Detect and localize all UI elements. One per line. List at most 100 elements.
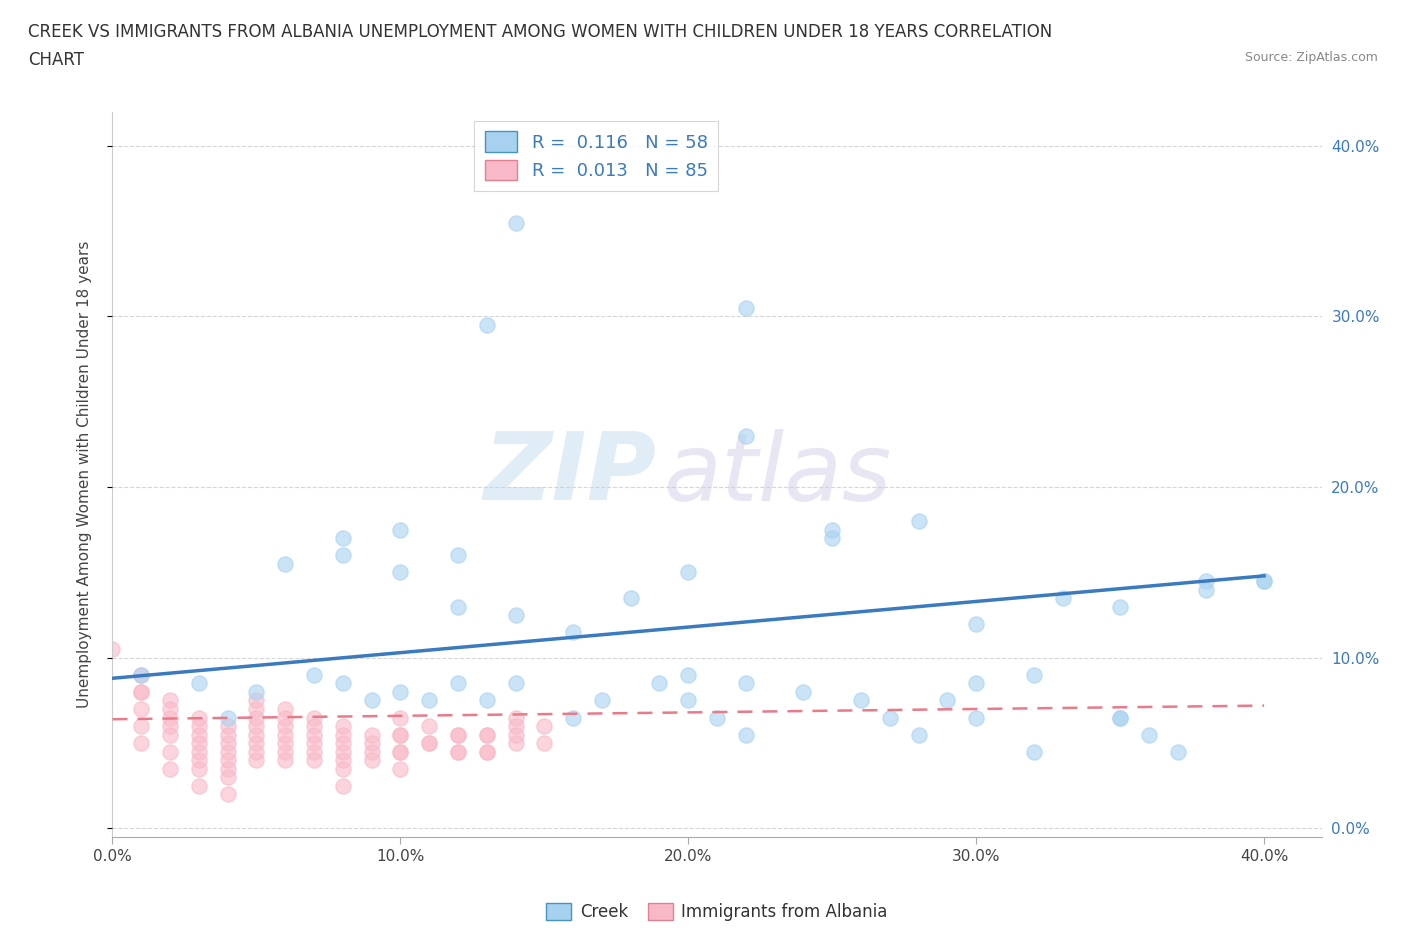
Point xyxy=(159,762,181,777)
Point xyxy=(217,762,239,777)
Point xyxy=(936,693,959,708)
Point xyxy=(447,727,470,742)
Point xyxy=(389,744,412,759)
Point xyxy=(360,736,382,751)
Point xyxy=(332,676,354,691)
Point xyxy=(332,531,354,546)
Point xyxy=(447,599,470,614)
Point xyxy=(505,719,527,734)
Point xyxy=(332,719,354,734)
Point xyxy=(505,607,527,622)
Point xyxy=(447,727,470,742)
Point xyxy=(389,565,412,580)
Point xyxy=(505,711,527,725)
Point xyxy=(129,684,152,699)
Point xyxy=(447,676,470,691)
Point xyxy=(302,752,325,767)
Point xyxy=(505,676,527,691)
Point xyxy=(245,727,267,742)
Point xyxy=(245,719,267,734)
Point xyxy=(332,762,354,777)
Point xyxy=(907,513,929,528)
Point xyxy=(101,642,124,657)
Text: Source: ZipAtlas.com: Source: ZipAtlas.com xyxy=(1244,51,1378,64)
Point xyxy=(1195,582,1218,597)
Point xyxy=(159,719,181,734)
Point xyxy=(187,762,209,777)
Point xyxy=(389,744,412,759)
Point xyxy=(1022,668,1045,683)
Point xyxy=(475,744,498,759)
Point xyxy=(217,787,239,802)
Point xyxy=(418,736,440,751)
Point xyxy=(734,676,756,691)
Point xyxy=(245,752,267,767)
Point xyxy=(302,719,325,734)
Point xyxy=(447,744,470,759)
Point xyxy=(447,744,470,759)
Legend: Creek, Immigrants from Albania: Creek, Immigrants from Albania xyxy=(540,897,894,927)
Point xyxy=(475,693,498,708)
Point xyxy=(217,752,239,767)
Point xyxy=(418,693,440,708)
Point xyxy=(187,778,209,793)
Point xyxy=(475,744,498,759)
Point xyxy=(389,762,412,777)
Point xyxy=(360,693,382,708)
Point xyxy=(302,744,325,759)
Point xyxy=(475,727,498,742)
Point xyxy=(1195,574,1218,589)
Point xyxy=(274,727,297,742)
Point xyxy=(879,711,901,725)
Point xyxy=(849,693,872,708)
Point xyxy=(187,676,209,691)
Point xyxy=(533,736,555,751)
Point xyxy=(678,668,700,683)
Point xyxy=(389,684,412,699)
Point xyxy=(187,752,209,767)
Point xyxy=(159,701,181,716)
Point xyxy=(129,668,152,683)
Point xyxy=(907,727,929,742)
Text: atlas: atlas xyxy=(662,429,891,520)
Point xyxy=(129,701,152,716)
Point xyxy=(187,744,209,759)
Point xyxy=(648,676,671,691)
Point xyxy=(159,727,181,742)
Point xyxy=(217,719,239,734)
Point xyxy=(245,744,267,759)
Point xyxy=(187,736,209,751)
Point xyxy=(217,744,239,759)
Point xyxy=(245,711,267,725)
Point xyxy=(734,727,756,742)
Point xyxy=(591,693,613,708)
Point xyxy=(245,693,267,708)
Point xyxy=(302,668,325,683)
Point xyxy=(734,300,756,315)
Point xyxy=(965,617,987,631)
Point xyxy=(129,736,152,751)
Point xyxy=(245,684,267,699)
Point xyxy=(159,693,181,708)
Point xyxy=(332,752,354,767)
Point xyxy=(965,711,987,725)
Point xyxy=(274,719,297,734)
Point xyxy=(332,727,354,742)
Point xyxy=(245,736,267,751)
Point xyxy=(360,752,382,767)
Point xyxy=(274,711,297,725)
Point xyxy=(389,523,412,538)
Point xyxy=(302,727,325,742)
Point xyxy=(332,778,354,793)
Point xyxy=(159,711,181,725)
Point xyxy=(1109,599,1132,614)
Point xyxy=(217,736,239,751)
Point xyxy=(505,215,527,230)
Point xyxy=(533,719,555,734)
Y-axis label: Unemployment Among Women with Children Under 18 years: Unemployment Among Women with Children U… xyxy=(77,241,91,708)
Point xyxy=(965,676,987,691)
Point xyxy=(1022,744,1045,759)
Point xyxy=(274,701,297,716)
Point xyxy=(821,531,844,546)
Point xyxy=(217,770,239,785)
